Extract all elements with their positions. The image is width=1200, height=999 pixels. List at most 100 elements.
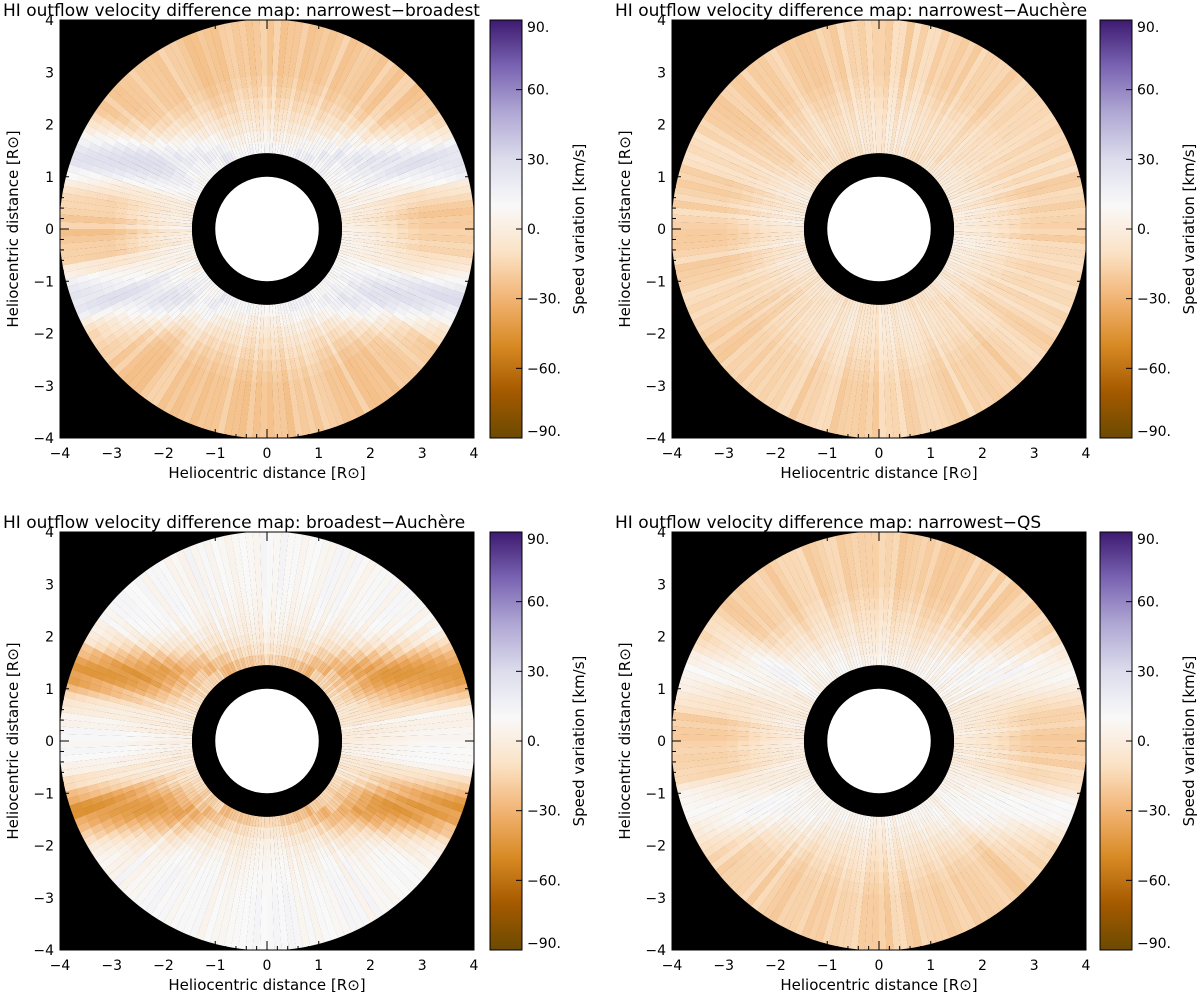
solar-disk — [215, 176, 319, 282]
colorbar-tick-label: 0. — [527, 734, 540, 750]
colorbar-label: Speed variation [km/s] — [570, 144, 588, 315]
x-tick-label: 2 — [366, 958, 375, 974]
solar-disk — [215, 688, 319, 794]
x-axis-label: Heliocentric distance [R⊙] — [780, 976, 977, 994]
x-axis-label: Heliocentric distance [R⊙] — [168, 464, 365, 482]
x-tick-label: 0 — [263, 958, 272, 974]
y-tick-label: −1 — [645, 786, 666, 802]
colorbar-tick-label: 90. — [527, 20, 549, 36]
y-tick-label: 3 — [45, 65, 54, 81]
y-tick-label: 1 — [45, 170, 54, 186]
y-tick-label: 3 — [657, 65, 666, 81]
y-tick-label: 4 — [657, 13, 666, 29]
y-tick-label: 3 — [45, 577, 54, 593]
y-tick-label: 0 — [657, 222, 666, 238]
x-tick-label: −1 — [205, 958, 226, 974]
colorbar-label: Speed variation [km/s] — [1180, 144, 1198, 315]
colorbar-tick-label: 0. — [1137, 222, 1150, 238]
x-tick-label: −3 — [101, 958, 122, 974]
x-tick-label: −4 — [662, 958, 683, 974]
y-tick-label: 4 — [45, 13, 54, 29]
velocity-field — [672, 532, 1086, 950]
y-tick-label: −1 — [33, 786, 54, 802]
x-tick-label: −3 — [713, 446, 734, 462]
y-tick-label: 2 — [657, 118, 666, 134]
chart-title: HI outflow velocity difference map: narr… — [615, 1, 1087, 21]
chart-title: HI outflow velocity difference map: narr… — [3, 1, 480, 21]
y-tick-label: 4 — [657, 525, 666, 541]
x-tick-label: 1 — [926, 958, 935, 974]
y-tick-label: −2 — [33, 839, 54, 855]
y-tick-label: 2 — [45, 630, 54, 646]
y-tick-label: 2 — [45, 118, 54, 134]
panel-3: HI outflow velocity difference map: broa… — [3, 513, 588, 994]
x-tick-label: −4 — [662, 446, 683, 462]
x-tick-label: 4 — [470, 446, 479, 462]
chart-title: HI outflow velocity difference map: broa… — [3, 513, 465, 533]
colorbar-tick-label: −60. — [1137, 873, 1171, 889]
x-tick-label: 4 — [470, 958, 479, 974]
velocity-field — [60, 20, 474, 438]
colorbar-tick-label: −60. — [527, 361, 561, 377]
x-tick-label: 2 — [978, 446, 987, 462]
panel-2: HI outflow velocity difference map: narr… — [615, 1, 1198, 482]
y-tick-label: 1 — [45, 682, 54, 698]
x-tick-label: −3 — [101, 446, 122, 462]
colorbar-tick-label: 60. — [527, 595, 549, 611]
colorbar-tick-label: 30. — [527, 664, 549, 680]
y-axis-label: Heliocentric distance [R⊙] — [4, 642, 22, 839]
y-tick-label: 1 — [657, 682, 666, 698]
colorbar-tick-label: −30. — [1137, 804, 1171, 820]
colorbar-tick-label: −90. — [1137, 424, 1171, 440]
x-tick-label: 1 — [314, 958, 323, 974]
colorbar-tick-label: −60. — [527, 873, 561, 889]
y-tick-label: 4 — [45, 525, 54, 541]
colorbar-tick-label: 30. — [527, 152, 549, 168]
x-tick-label: 3 — [1030, 958, 1039, 974]
x-tick-label: 1 — [314, 446, 323, 462]
y-axis-label: Heliocentric distance [R⊙] — [616, 130, 634, 327]
y-axis-label: Heliocentric distance [R⊙] — [616, 642, 634, 839]
colorbar-tick-label: 90. — [1137, 532, 1159, 548]
x-tick-label: −2 — [153, 958, 174, 974]
x-tick-label: −2 — [153, 446, 174, 462]
colorbar-tick-label: −30. — [527, 804, 561, 820]
y-tick-label: −4 — [33, 943, 54, 959]
colorbar-tick-label: 0. — [527, 222, 540, 238]
velocity-field — [672, 20, 1086, 438]
y-tick-label: −2 — [645, 839, 666, 855]
x-tick-label: −2 — [765, 958, 786, 974]
colorbar-tick-label: −30. — [1137, 292, 1171, 308]
colorbar-tick-label: 0. — [1137, 734, 1150, 750]
x-tick-label: −1 — [817, 446, 838, 462]
colorbar-label: Speed variation [km/s] — [1180, 656, 1198, 827]
y-tick-label: −4 — [645, 943, 666, 959]
y-tick-label: −4 — [645, 431, 666, 447]
x-tick-label: −1 — [817, 958, 838, 974]
x-axis-label: Heliocentric distance [R⊙] — [168, 976, 365, 994]
colorbar-tick-label: 60. — [1137, 595, 1159, 611]
solar-disk — [827, 688, 931, 794]
x-tick-label: 0 — [875, 958, 884, 974]
y-tick-label: −4 — [33, 431, 54, 447]
y-tick-label: −3 — [33, 891, 54, 907]
x-tick-label: −4 — [50, 446, 71, 462]
colorbar-tick-label: 90. — [1137, 20, 1159, 36]
y-tick-label: −2 — [645, 327, 666, 343]
solar-disk — [827, 176, 931, 282]
x-tick-label: 4 — [1082, 958, 1091, 974]
y-tick-label: 0 — [45, 734, 54, 750]
x-tick-label: 3 — [418, 446, 427, 462]
y-tick-label: −1 — [645, 274, 666, 290]
y-tick-label: −3 — [33, 379, 54, 395]
y-tick-label: 0 — [45, 222, 54, 238]
y-tick-label: −1 — [33, 274, 54, 290]
x-tick-label: −1 — [205, 446, 226, 462]
y-tick-label: −3 — [645, 891, 666, 907]
y-tick-label: −3 — [645, 379, 666, 395]
colorbar-tick-label: −90. — [1137, 936, 1171, 952]
y-tick-label: −2 — [33, 327, 54, 343]
colorbar-tick-label: −60. — [1137, 361, 1171, 377]
x-tick-label: 2 — [366, 446, 375, 462]
x-tick-label: 0 — [875, 446, 884, 462]
